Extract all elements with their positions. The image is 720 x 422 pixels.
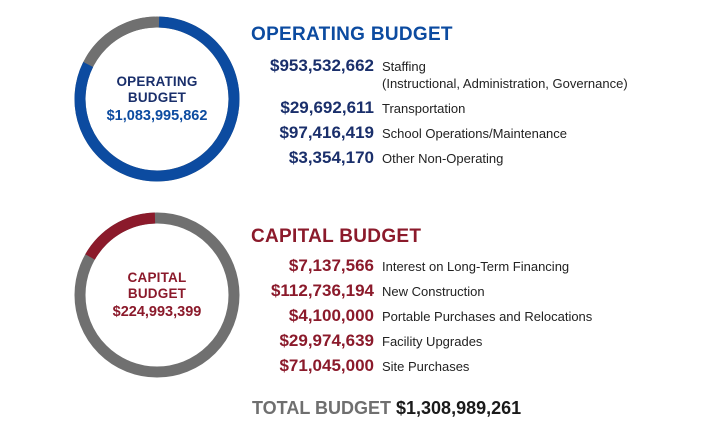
operating-donut-svg	[74, 16, 240, 182]
operating-label-line1: Staffing	[382, 59, 426, 74]
capital-amount: $29,974,639	[279, 331, 374, 350]
operating-row-staffing: $953,532,662 Staffing (Instructional, Ad…	[252, 56, 628, 92]
capital-label: Portable Purchases and Relocations	[382, 309, 593, 324]
total-budget: TOTAL BUDGET $1,308,989,261	[252, 398, 521, 419]
operating-row-transportation: $29,692,611 Transportation	[252, 98, 465, 118]
capital-amount: $4,100,000	[288, 306, 374, 325]
capital-label: New Construction	[382, 284, 485, 299]
operating-amount: $29,692,611	[280, 98, 374, 117]
capital-amount: $71,045,000	[279, 356, 374, 375]
capital-amount: $112,736,194	[270, 281, 374, 300]
operating-row-school-operations: $97,416,419 School Operations/Maintenanc…	[252, 123, 567, 143]
operating-donut-chart: OPERATING BUDGET $1,083,995,862	[72, 14, 242, 184]
total-budget-label: TOTAL BUDGET	[252, 398, 391, 418]
capital-row-portables: $4,100,000 Portable Purchases and Reloca…	[252, 306, 592, 326]
operating-label: Transportation	[382, 101, 466, 116]
capital-donut-line1: CAPITAL	[127, 270, 187, 285]
operating-label: Other Non-Operating	[382, 151, 504, 166]
capital-donut-svg	[74, 212, 240, 378]
capital-label: Site Purchases	[382, 359, 470, 374]
capital-label: Interest on Long-Term Financing	[382, 259, 570, 274]
operating-row-other: $3,354,170 Other Non-Operating	[252, 148, 504, 168]
capital-row-site-purchases: $71,045,000 Site Purchases	[252, 356, 469, 376]
operating-label: Staffing (Instructional, Administration,…	[382, 56, 628, 92]
operating-amount: $953,532,662	[270, 56, 374, 75]
operating-label-line2: (Instructional, Administration, Governan…	[382, 76, 628, 91]
operating-amount: $3,354,170	[288, 148, 374, 167]
capital-share-arc	[85, 16, 156, 64]
operating-share-arc	[74, 16, 240, 182]
capital-row-new-construction: $112,736,194 New Construction	[252, 281, 485, 301]
capital-share-arc	[85, 212, 156, 260]
capital-donut-line2: BUDGET	[127, 286, 187, 301]
capital-row-facility-upgrades: $29,974,639 Facility Upgrades	[252, 331, 482, 351]
capital-donut-chart: CAPITAL BUDGET $224,993,399	[72, 210, 242, 380]
capital-donut-track	[74, 212, 240, 378]
operating-donut-line1: OPERATING	[116, 74, 198, 89]
operating-label: School Operations/Maintenance	[382, 126, 568, 141]
capital-title: CAPITAL BUDGET	[251, 226, 422, 247]
operating-donut-total: $1,083,995,862	[106, 108, 208, 124]
operating-amount: $97,416,419	[279, 123, 374, 142]
capital-label: Facility Upgrades	[382, 334, 483, 349]
capital-donut-total: $224,993,399	[112, 304, 202, 320]
capital-amount: $7,137,566	[288, 256, 374, 275]
total-budget-value: $1,308,989,261	[396, 398, 522, 418]
operating-donut-line2: BUDGET	[127, 90, 187, 105]
capital-row-interest: $7,137,566 Interest on Long-Term Financi…	[252, 256, 569, 276]
operating-donut-label: OPERATING BUDGET $1,083,995,862	[72, 14, 242, 184]
capital-donut-label: CAPITAL BUDGET $224,993,399	[72, 210, 242, 380]
operating-title: OPERATING BUDGET	[251, 24, 453, 45]
